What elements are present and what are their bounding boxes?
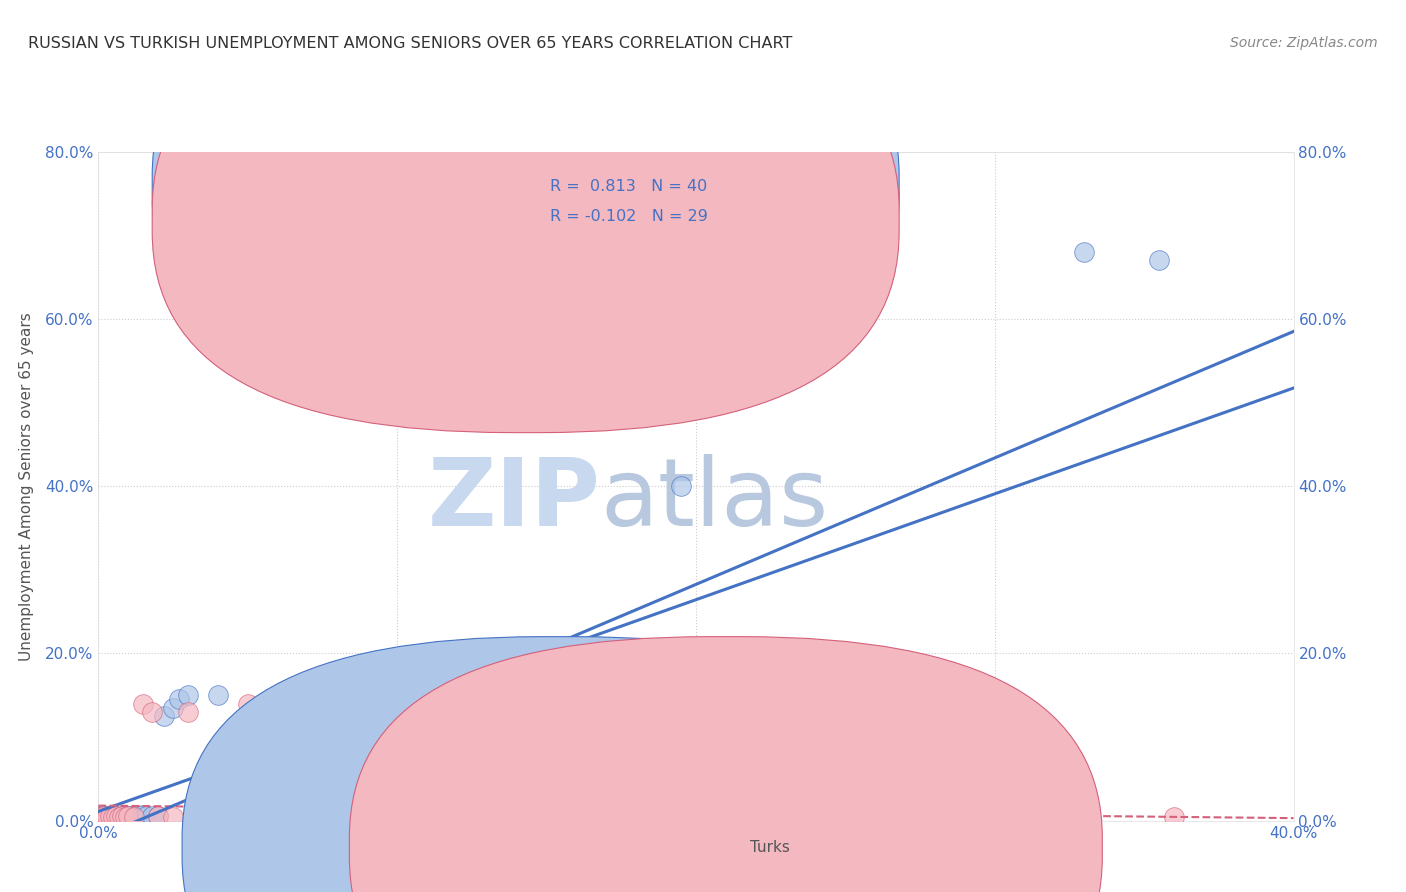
Point — [100, 809, 122, 823]
Text: RUSSIAN VS TURKISH UNEMPLOYMENT AMONG SENIORS OVER 65 YEARS CORRELATION CHART: RUSSIAN VS TURKISH UNEMPLOYMENT AMONG SE… — [28, 36, 793, 51]
FancyBboxPatch shape — [152, 8, 900, 433]
Point — [207, 809, 229, 823]
Point — [177, 705, 200, 719]
FancyBboxPatch shape — [481, 152, 887, 252]
Point — [96, 810, 118, 824]
Point — [685, 810, 707, 824]
Point — [90, 810, 112, 824]
Point — [416, 684, 439, 698]
Text: Turks: Turks — [749, 840, 790, 855]
Point — [834, 810, 856, 824]
Point — [103, 810, 125, 824]
Point — [162, 810, 184, 824]
Point — [93, 809, 115, 823]
Point — [114, 810, 136, 824]
Point — [356, 810, 378, 824]
Point — [103, 809, 125, 823]
Point — [105, 809, 128, 823]
Point — [132, 697, 155, 711]
Point — [148, 809, 170, 823]
Point — [281, 688, 304, 702]
Point — [90, 810, 112, 824]
Point — [416, 810, 439, 824]
Text: R = -0.102   N = 29: R = -0.102 N = 29 — [550, 209, 709, 224]
Point — [105, 808, 128, 822]
Point — [446, 742, 468, 756]
Point — [111, 809, 134, 823]
Point — [953, 700, 976, 714]
Point — [475, 810, 498, 824]
Point — [87, 810, 110, 824]
Text: Russians: Russians — [582, 840, 650, 855]
Point — [132, 807, 155, 822]
Point — [475, 809, 498, 823]
Point — [865, 697, 887, 711]
Point — [356, 684, 378, 698]
Point — [177, 688, 200, 702]
Point — [96, 808, 118, 822]
Point — [108, 810, 131, 824]
Point — [117, 808, 139, 822]
Point — [236, 697, 259, 711]
FancyBboxPatch shape — [152, 0, 900, 400]
Point — [610, 684, 633, 698]
Point — [669, 479, 692, 493]
Text: Source: ZipAtlas.com: Source: ZipAtlas.com — [1230, 36, 1378, 50]
Point — [100, 810, 122, 824]
Point — [111, 809, 134, 823]
FancyBboxPatch shape — [350, 637, 1102, 892]
Y-axis label: Unemployment Among Seniors over 65 years: Unemployment Among Seniors over 65 years — [18, 312, 34, 660]
Point — [153, 709, 176, 723]
Text: R =  0.813   N = 40: R = 0.813 N = 40 — [550, 179, 707, 194]
Point — [114, 810, 136, 824]
Point — [124, 810, 146, 824]
Point — [135, 809, 157, 823]
Point — [565, 810, 588, 824]
Point — [326, 697, 349, 711]
Point — [1163, 810, 1185, 824]
Point — [1014, 810, 1036, 824]
Point — [148, 808, 170, 822]
Point — [141, 808, 163, 822]
Point — [108, 810, 131, 824]
Point — [252, 705, 274, 719]
Text: ZIP: ZIP — [427, 453, 600, 546]
Point — [297, 810, 319, 824]
Point — [1073, 244, 1095, 259]
Point — [1147, 253, 1170, 268]
Point — [267, 692, 290, 706]
Point — [385, 700, 409, 714]
Point — [141, 705, 163, 719]
Point — [536, 705, 558, 719]
Point — [167, 692, 190, 706]
Point — [93, 809, 115, 823]
Point — [326, 810, 349, 824]
Point — [120, 809, 142, 823]
Point — [730, 700, 752, 714]
Point — [127, 807, 149, 822]
Point — [162, 700, 184, 714]
Text: atlas: atlas — [600, 453, 828, 546]
Point — [117, 809, 139, 823]
Point — [207, 688, 229, 702]
FancyBboxPatch shape — [183, 637, 935, 892]
Point — [87, 809, 110, 823]
Point — [124, 808, 146, 822]
